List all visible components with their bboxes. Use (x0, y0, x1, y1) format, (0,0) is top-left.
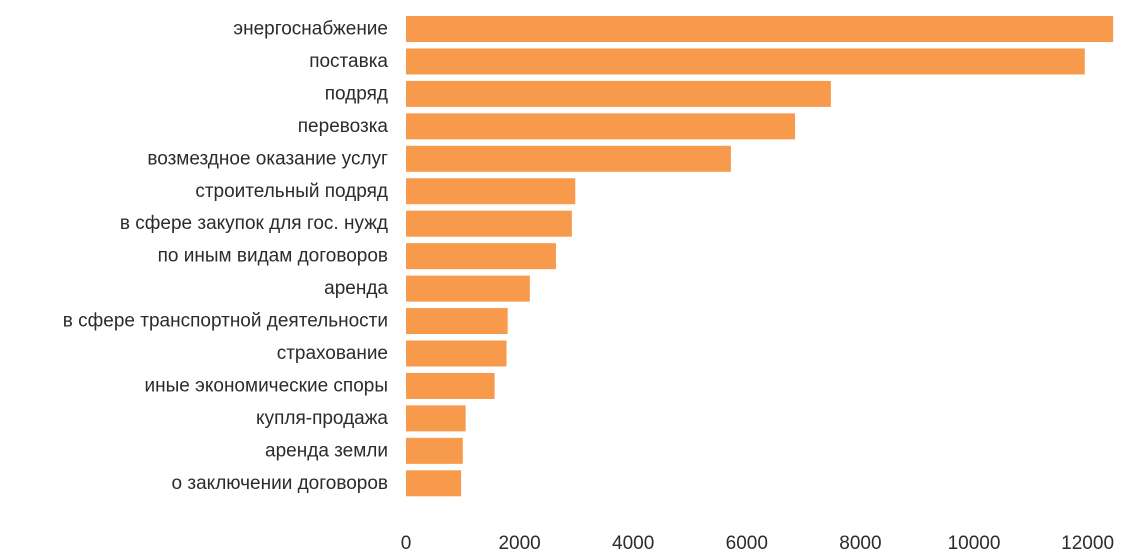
bar-12 (406, 405, 466, 432)
x-tick-label-4: 8000 (839, 533, 881, 554)
bar-10 (406, 340, 507, 367)
x-tick-label-2: 4000 (612, 533, 654, 554)
bar-1 (406, 48, 1085, 75)
category-label-8: аренда (324, 278, 388, 299)
category-label-1: поставка (309, 51, 388, 72)
category-label-2: подряд (325, 83, 388, 104)
bar-3 (406, 113, 796, 140)
x-tick-label-3: 6000 (726, 533, 768, 554)
category-label-5: строительный подряд (195, 181, 388, 202)
x-tick-label-5: 10000 (948, 533, 1001, 554)
bar-5 (406, 178, 576, 205)
x-tick-label-0: 0 (401, 533, 412, 554)
bar-7 (406, 243, 556, 270)
category-label-3: перевозка (298, 116, 389, 137)
x-tick-label-1: 2000 (498, 533, 540, 554)
category-label-10: страхование (277, 343, 388, 364)
bar-11 (406, 372, 495, 399)
category-label-6: в сфере закупок для гос. нужд (120, 213, 388, 234)
x-axis-tick-labels: 0 2000 4000 6000 8000 10000 12000 (401, 533, 1114, 554)
category-label-4: возмездное оказание услуг (147, 148, 388, 169)
category-label-7: по иным видам договоров (158, 246, 388, 267)
bar-6 (406, 210, 572, 237)
category-label-11: иные экономические споры (145, 375, 388, 396)
bar-2 (406, 80, 831, 107)
category-labels-group: энергоснабжение поставка подряд перевозка во… (63, 19, 389, 494)
bar-9 (406, 308, 508, 335)
bar-4 (406, 145, 731, 172)
bars-group (406, 16, 1114, 497)
category-label-12: купля-продажа (256, 408, 388, 429)
category-label-13: аренда земли (265, 440, 388, 461)
bar-0 (406, 16, 1114, 42)
category-label-9: в сфере транспортной деятельности (63, 311, 388, 332)
category-label-14: о заключении договоров (172, 473, 388, 494)
bar-8 (406, 275, 530, 302)
bar-14 (406, 470, 462, 497)
x-tick-label-6: 12000 (1061, 533, 1114, 554)
category-label-0: энергоснабжение (233, 19, 388, 40)
bar-13 (406, 437, 463, 464)
